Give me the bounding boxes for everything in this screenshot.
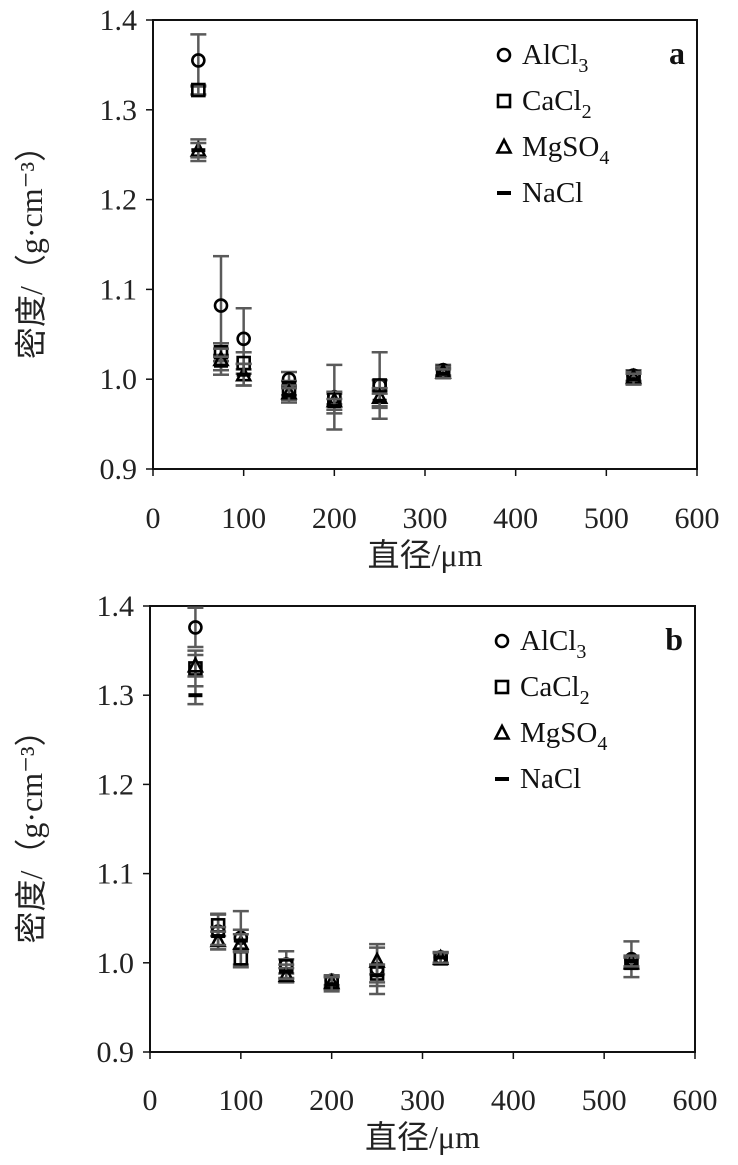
legend-label: AlCl3 <box>520 625 586 663</box>
legend-marker <box>495 137 513 154</box>
y-tick-label: 1.2 <box>97 768 135 801</box>
y-tick-label: 1.3 <box>100 94 138 127</box>
x-axis-label: 直径/μm <box>365 1119 480 1155</box>
panel-a: 0 100 200 300 400 500 600 0.9 1.0 1.1 1.2 1.3 1.4 直径/… <box>13 4 720 573</box>
panel-label: a <box>669 35 685 71</box>
x-tick-label: 200 <box>312 502 357 535</box>
y-axis-label: 密度/（g·cm⁻³） <box>13 714 49 943</box>
x-tick-label: 500 <box>584 502 629 535</box>
data-point <box>236 331 251 347</box>
y-axis-label: 密度/（g·cm⁻³） <box>13 130 49 359</box>
y-tick-label: 1.0 <box>100 363 138 396</box>
legend-marker <box>496 47 512 63</box>
data-point <box>191 53 206 68</box>
y-tick-label: 1.3 <box>97 679 135 712</box>
plot-frame <box>152 19 698 470</box>
legend-marker <box>494 679 510 695</box>
x-tick-label: 600 <box>675 502 720 535</box>
x-tick-label: 100 <box>218 1084 263 1117</box>
plot-frame <box>149 605 696 1053</box>
x-tick-label: 0 <box>146 502 161 535</box>
series-MgSO4 <box>186 653 641 991</box>
x-tick-label: 400 <box>493 502 538 535</box>
legend-marker <box>494 633 510 649</box>
legend: AlCl3 CaCl2 MgSO4 NaCl <box>493 625 607 795</box>
y-tick-label: 1.4 <box>97 590 135 623</box>
y-tick-label: 1.4 <box>100 4 138 37</box>
x-tick-label: 200 <box>309 1084 354 1117</box>
y-tick-label: 1.1 <box>97 858 135 891</box>
data-point <box>186 655 205 673</box>
data-point <box>188 620 203 635</box>
y-tick-label: 0.9 <box>97 1036 135 1069</box>
legend-label: MgSO4 <box>522 131 609 169</box>
series-NaCl <box>190 141 642 415</box>
legend-label: CaCl2 <box>520 671 590 709</box>
data-point <box>191 82 206 98</box>
panel-label: b <box>665 621 683 657</box>
y-tick-label: 1.0 <box>97 947 135 980</box>
x-tick-label: 300 <box>400 1084 445 1117</box>
legend-label: CaCl2 <box>522 85 592 123</box>
legend-label: NaCl <box>522 177 583 209</box>
x-tick-label: 100 <box>221 502 266 535</box>
panel-b: 0 100 200 300 400 500 600 0.9 1.0 1.1 1.2 1.3 1.4 直径/… <box>13 590 718 1155</box>
data-point <box>213 298 229 313</box>
x-axis-label: 直径/μm <box>368 537 483 573</box>
x-tick-label: 600 <box>673 1084 718 1117</box>
legend-label: AlCl3 <box>522 39 588 77</box>
legend-label: MgSO4 <box>520 717 607 755</box>
legend-marker <box>496 93 512 109</box>
data-point <box>277 965 295 983</box>
legend-marker <box>493 723 511 740</box>
legend: AlCl3 CaCl2 MgSO4 NaCl <box>495 39 609 209</box>
y-tick-label: 1.2 <box>100 184 138 217</box>
legend-label: NaCl <box>520 763 581 795</box>
y-tick-label: 0.9 <box>100 453 138 486</box>
y-tick-label: 1.1 <box>100 273 138 306</box>
series-NaCl <box>187 685 640 993</box>
x-tick-label: 400 <box>491 1084 536 1117</box>
x-tick-label: 0 <box>143 1084 158 1117</box>
x-tick-label: 500 <box>582 1084 627 1117</box>
x-tick-label: 300 <box>403 502 448 535</box>
series-AlCl3 <box>187 606 640 996</box>
